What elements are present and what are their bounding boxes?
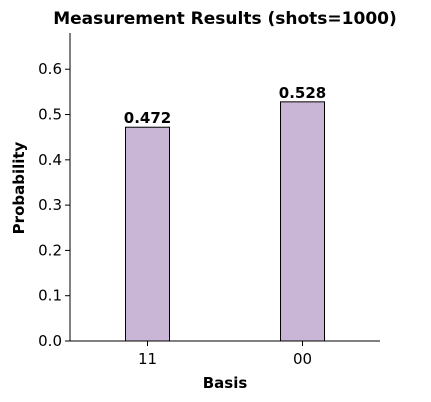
y-tick-label-5: 0.5 <box>38 106 62 124</box>
x-tick-label-11: 11 <box>138 350 157 368</box>
y-tick-label-1: 0.1 <box>38 287 62 305</box>
y-tick-label-6: 0.6 <box>38 60 62 78</box>
plot-area: 0.472 11 0.528 00 0.0 0.1 0.2 0.3 0.4 0.5 0.6 <box>38 33 380 368</box>
y-axis-label: Probability <box>10 141 28 234</box>
bar-11 <box>125 126 170 342</box>
y-tick-label-0: 0.0 <box>38 332 62 350</box>
bar-00 <box>280 101 325 342</box>
data-label-11: 0.472 <box>124 109 171 127</box>
x-axis-label: Basis <box>203 374 248 392</box>
y-tick-label-4: 0.4 <box>38 151 62 169</box>
y-tick-label-3: 0.3 <box>38 196 62 214</box>
y-tick-label-2: 0.2 <box>38 241 62 259</box>
data-label-00: 0.528 <box>279 84 326 102</box>
x-tick-label-00: 00 <box>293 350 312 368</box>
chart-title: Measurement Results (shots=1000) <box>53 9 397 29</box>
